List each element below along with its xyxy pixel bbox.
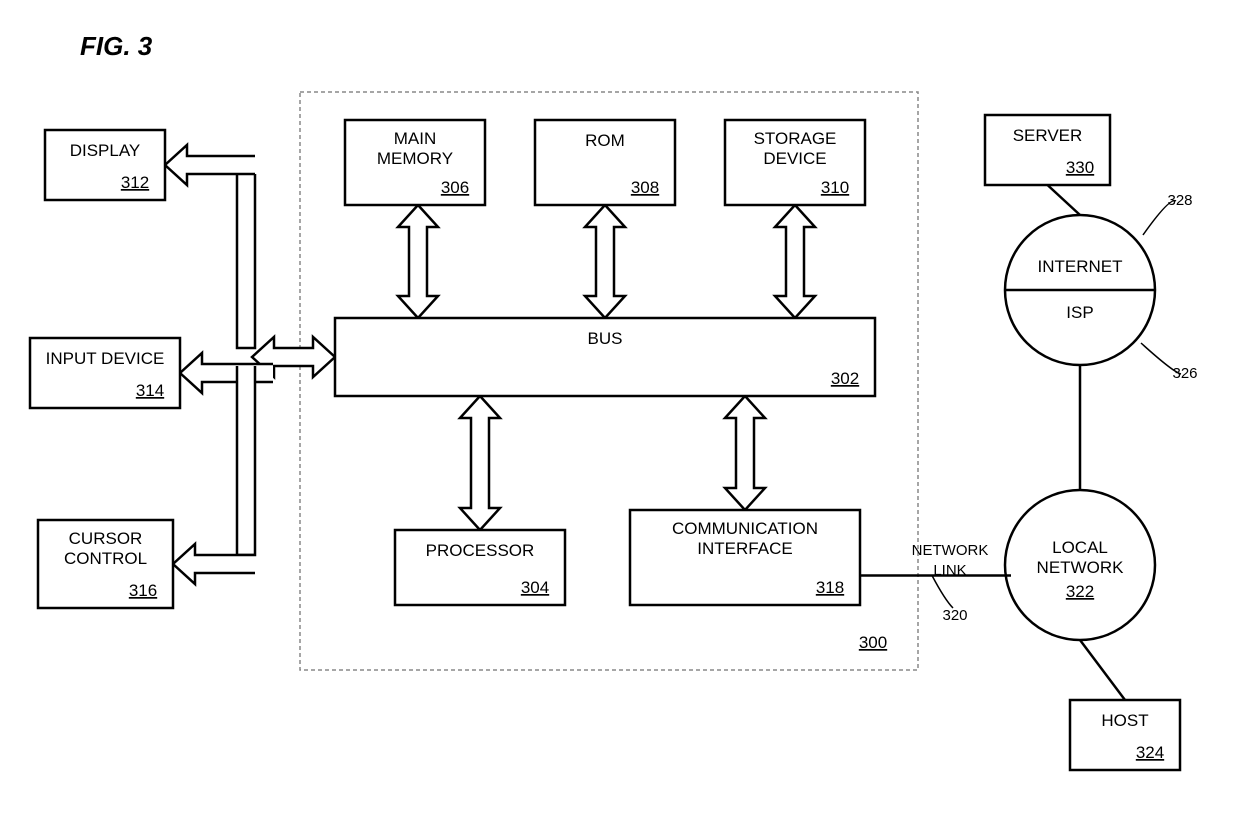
svg-text:320: 320: [942, 607, 967, 624]
svg-text:330: 330: [1066, 158, 1094, 177]
svg-text:306: 306: [441, 178, 469, 197]
svg-text:314: 314: [136, 381, 164, 400]
svg-text:NETWORK: NETWORK: [1037, 558, 1125, 577]
svg-text:LINK: LINK: [933, 562, 966, 579]
svg-text:COMMUNICATION: COMMUNICATION: [672, 519, 818, 538]
svg-text:302: 302: [831, 369, 859, 388]
svg-text:CURSOR: CURSOR: [69, 529, 143, 548]
svg-text:MAIN: MAIN: [394, 129, 437, 148]
svg-text:322: 322: [1066, 582, 1094, 601]
svg-text:312: 312: [121, 173, 149, 192]
svg-text:ISP: ISP: [1066, 303, 1093, 322]
svg-text:310: 310: [821, 178, 849, 197]
svg-text:PROCESSOR: PROCESSOR: [426, 541, 535, 560]
svg-text:BUS: BUS: [588, 329, 623, 348]
svg-text:INPUT DEVICE: INPUT DEVICE: [46, 349, 165, 368]
svg-text:CONTROL: CONTROL: [64, 549, 147, 568]
svg-text:300: 300: [859, 633, 887, 652]
svg-text:324: 324: [1136, 743, 1164, 762]
svg-text:318: 318: [816, 578, 844, 597]
svg-text:SERVER: SERVER: [1013, 126, 1083, 145]
svg-text:DISPLAY: DISPLAY: [70, 141, 141, 160]
svg-text:INTERNET: INTERNET: [1038, 257, 1123, 276]
svg-text:STORAGE: STORAGE: [754, 129, 837, 148]
svg-text:ROM: ROM: [585, 131, 625, 150]
svg-text:DEVICE: DEVICE: [763, 149, 826, 168]
svg-text:NETWORK: NETWORK: [912, 542, 989, 559]
svg-text:304: 304: [521, 578, 549, 597]
svg-text:HOST: HOST: [1101, 711, 1148, 730]
svg-text:316: 316: [129, 581, 157, 600]
svg-text:LOCAL: LOCAL: [1052, 538, 1108, 557]
svg-text:MEMORY: MEMORY: [377, 149, 453, 168]
svg-text:326: 326: [1172, 365, 1197, 382]
svg-text:FIG. 3: FIG. 3: [80, 31, 153, 61]
svg-text:308: 308: [631, 178, 659, 197]
svg-text:INTERFACE: INTERFACE: [697, 539, 792, 558]
svg-text:328: 328: [1167, 192, 1192, 209]
diagram-canvas: FIG. 3 300 MAINMEMORY 306 ROM 308 STORAGEDEVIC…: [0, 0, 1239, 814]
